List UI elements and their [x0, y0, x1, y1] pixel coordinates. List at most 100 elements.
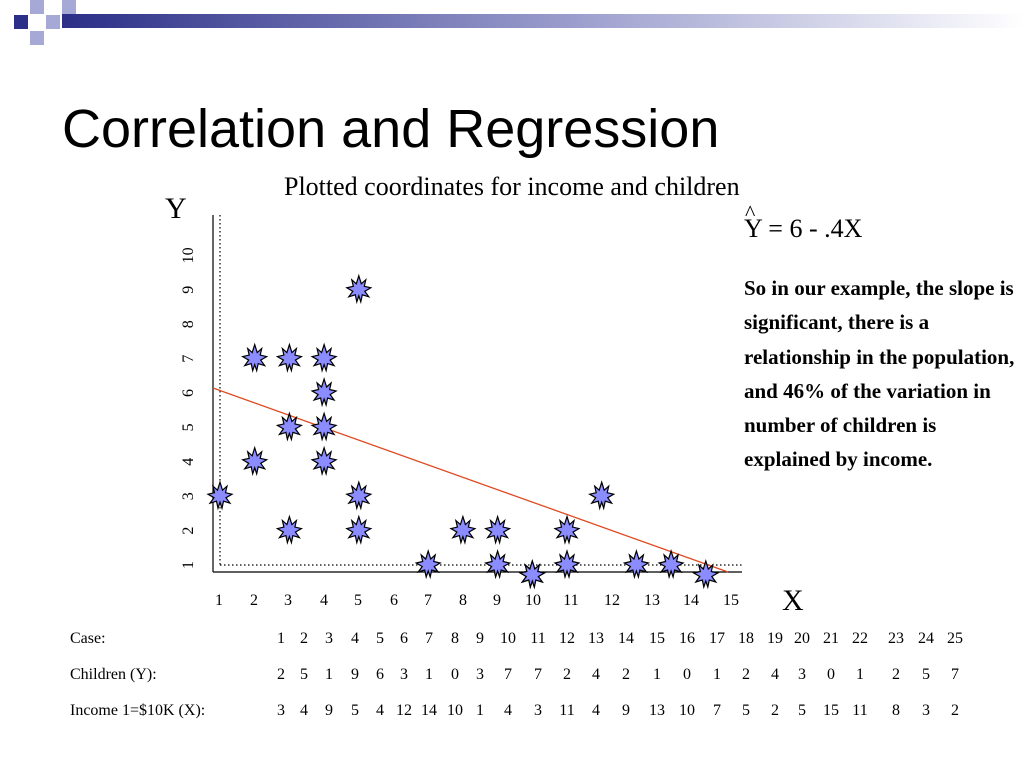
y-tick-label: 10	[180, 247, 197, 263]
y-axis-label: Y	[165, 192, 187, 225]
table-cell: 0	[827, 666, 835, 683]
table-cell: 12	[559, 630, 575, 647]
table-cell: 23	[888, 630, 904, 647]
table-cell: 2	[742, 666, 750, 683]
table-cell: 8	[892, 702, 900, 719]
table-cell: 7	[425, 630, 433, 647]
table-cell: 3	[325, 630, 333, 647]
table-cell: 15	[823, 702, 839, 719]
table-cell: 6	[400, 630, 408, 647]
table-row-label: Income 1=$10K (X):	[70, 702, 206, 719]
x-tick-label: 14	[683, 592, 699, 609]
data-point	[346, 275, 372, 303]
table-cell: 13	[588, 630, 604, 647]
y-tick-label: 1	[180, 561, 197, 569]
table-row-label: Children (Y):	[70, 666, 157, 683]
table-cell: 3	[922, 702, 930, 719]
table-cell: 21	[823, 630, 839, 647]
table-cell: 9	[325, 702, 333, 719]
data-point	[242, 447, 268, 475]
y-tick-label: 2	[180, 527, 197, 535]
x-tick-label: 3	[284, 592, 292, 609]
table-cell: 17	[709, 630, 725, 647]
table-cell: 4	[300, 702, 308, 719]
table-row-label: Case:	[70, 630, 106, 647]
deco-square	[30, 0, 44, 14]
table-cell: 5	[376, 630, 384, 647]
data-point	[311, 447, 337, 475]
data-point	[276, 515, 302, 544]
table-cell: 22	[852, 630, 868, 647]
regression-equation: Y = 6 - .4X	[744, 214, 863, 243]
table-cell: 2	[771, 702, 779, 719]
table-cell: 24	[918, 630, 934, 647]
table-cell: 5	[798, 702, 806, 719]
y-tick-label: 4	[180, 458, 197, 466]
slide-title: Correlation and Regression	[62, 99, 720, 159]
data-point	[346, 515, 372, 544]
table-cell: 12	[396, 702, 412, 719]
table-cell: 9	[476, 630, 484, 647]
y-tick-label: 5	[180, 423, 197, 431]
table-cell: 2	[951, 702, 959, 719]
table-cell: 25	[947, 630, 963, 647]
deco-square	[30, 31, 44, 45]
data-point	[415, 550, 441, 578]
table-cell: 4	[376, 702, 384, 719]
table-cell: 5	[300, 666, 308, 683]
x-tick-label: 8	[459, 592, 467, 609]
data-point	[311, 344, 337, 372]
table-cell: 3	[534, 702, 542, 719]
deco-square	[14, 15, 28, 29]
data-point	[450, 515, 476, 544]
table-cell: 2	[892, 666, 900, 683]
deco-square	[46, 15, 60, 29]
x-tick-label: 12	[604, 592, 620, 609]
table-cell: 4	[351, 630, 359, 647]
x-tick-label: 9	[493, 592, 501, 609]
regression-line-group	[212, 387, 729, 573]
table-cell: 1	[325, 666, 333, 683]
table-cell: 15	[649, 630, 665, 647]
table-cell: 19	[767, 630, 783, 647]
chart-title: Plotted coordinates for income and child…	[284, 172, 740, 201]
y-tick-label: 7	[180, 355, 197, 363]
table-cell: 0	[683, 666, 691, 683]
x-axis-label: X	[782, 584, 804, 617]
x-tick-label: 13	[644, 592, 660, 609]
table-cell: 0	[451, 666, 459, 683]
table-cell: 7	[713, 702, 721, 719]
table-cell: 1	[425, 666, 433, 683]
interpretation-note: So in our example, the slope is signific…	[744, 276, 1015, 472]
y-tick-label: 3	[180, 492, 197, 500]
data-point	[589, 481, 615, 509]
table-cell: 10	[500, 630, 516, 647]
regression-line	[212, 387, 729, 573]
table-cell: 1	[713, 666, 721, 683]
table-cell: 2	[300, 630, 308, 647]
x-tick-label: 4	[320, 592, 328, 609]
deco-square	[62, 0, 76, 14]
table-cell: 1	[856, 666, 864, 683]
table-cell: 11	[559, 702, 575, 719]
x-tick-label: 2	[250, 592, 258, 609]
table-cell: 3	[798, 666, 806, 683]
table-cell: 8	[451, 630, 459, 647]
data-point	[485, 550, 511, 578]
axes	[212, 215, 742, 573]
table-cell: 7	[504, 666, 512, 683]
data-point	[311, 378, 337, 406]
data-point	[554, 515, 580, 544]
table-cell: 4	[771, 666, 779, 683]
table-cell: 1	[653, 666, 661, 683]
table-cell: 7	[951, 666, 959, 683]
table-cell: 3	[476, 666, 484, 683]
y-tick-label: 6	[180, 389, 197, 397]
table-cell: 5	[742, 702, 750, 719]
table-cell: 11	[530, 630, 546, 647]
y-tick-label: 8	[180, 320, 197, 328]
table-cell: 5	[922, 666, 930, 683]
data-point	[554, 550, 580, 578]
